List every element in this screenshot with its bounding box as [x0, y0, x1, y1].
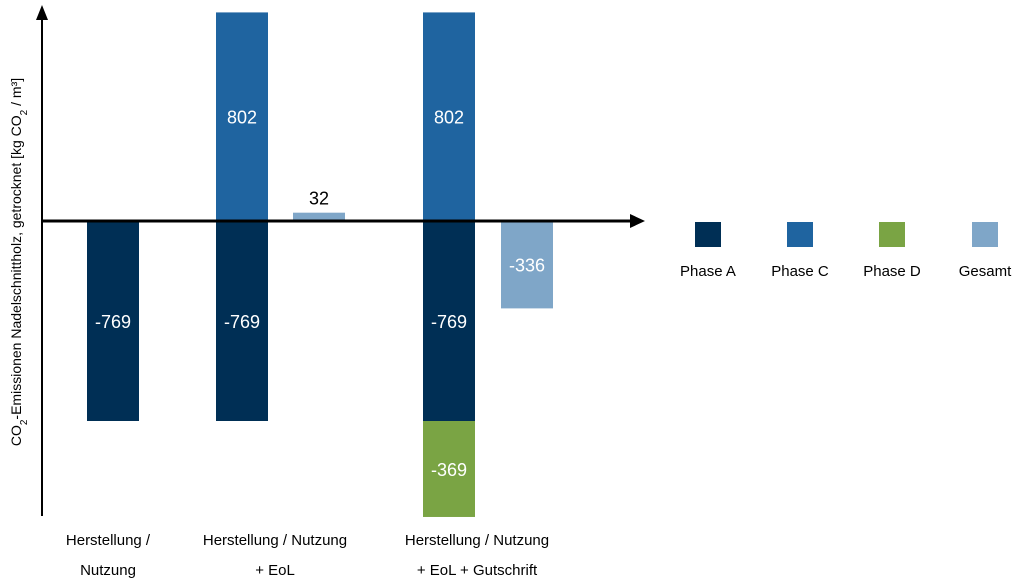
bar-phase_a-g1-b0 [216, 221, 268, 421]
bar-phase_a-g0-b0 [87, 221, 139, 421]
x-tick-labels: Herstellung / Nutzung Herstellung / Nutzun… [66, 532, 549, 579]
data-labels: -769 -769 802 32 -769 802 -369 -336 [95, 108, 545, 480]
data-label-g1-b0-s1: 802 [227, 108, 257, 128]
x-tick-label-0-line2: Nutzung [80, 562, 136, 579]
x-axis-arrow [630, 214, 645, 228]
y-label-part2: -Emissionen Nadelschnittholz, getrocknet… [8, 115, 24, 419]
x-tick-label-1-line1: Herstellung / Nutzung [203, 532, 347, 549]
data-label-g1-b1-s0: 32 [309, 189, 329, 209]
legend-label-gesamt: Gesamt [959, 263, 1012, 280]
data-label-g2-b0-s1: 802 [434, 108, 464, 128]
y-label-sub1: 2 [19, 419, 30, 425]
bars-layer [87, 12, 553, 517]
legend: Phase A Phase C Phase D Gesamt [680, 222, 1012, 280]
legend-label-phase_d: Phase D [863, 263, 921, 280]
data-label-g2-b1-s0: -336 [509, 256, 545, 276]
legend-swatch-phase_c [787, 222, 813, 247]
y-label-sub2: 2 [19, 109, 30, 115]
legend-swatch-phase_a [695, 222, 721, 247]
legend-swatch-gesamt [972, 222, 998, 247]
x-tick-label-0-line1: Herstellung / [66, 532, 151, 549]
bar-gesamt-g1-b1 [293, 212, 345, 221]
y-axis-arrow [36, 5, 48, 20]
y-axis-label: CO2-Emissionen Nadelschnittholz, getrock… [8, 78, 30, 446]
bar-phase_c-g1-b0 [216, 12, 268, 222]
data-label-g2-b0-s0: -769 [431, 312, 467, 332]
x-tick-label-1-line2: + EoL [255, 562, 295, 579]
x-tick-label-2-line1: Herstellung / Nutzung [405, 532, 549, 549]
bar-phase_a-g2-b0 [423, 221, 475, 421]
axes-layer [36, 5, 645, 516]
data-label-g1-b0-s0: -769 [224, 312, 260, 332]
bar-phase_c-g2-b0 [423, 12, 475, 222]
legend-swatch-phase_d [879, 222, 905, 247]
bar-gesamt-g2-b1 [501, 221, 553, 309]
bar-phase_d-g2-b0 [423, 421, 475, 517]
data-label-g0-b0-s0: -769 [95, 312, 131, 332]
x-tick-label-2-line2: + EoL + Gutschrift [417, 562, 538, 579]
legend-label-phase_c: Phase C [771, 263, 829, 280]
y-label-part3: / m³] [8, 78, 24, 110]
legend-label-phase_a: Phase A [680, 263, 736, 280]
data-label-g2-b0-s2: -369 [431, 460, 467, 480]
y-label-part1: CO [8, 425, 24, 446]
